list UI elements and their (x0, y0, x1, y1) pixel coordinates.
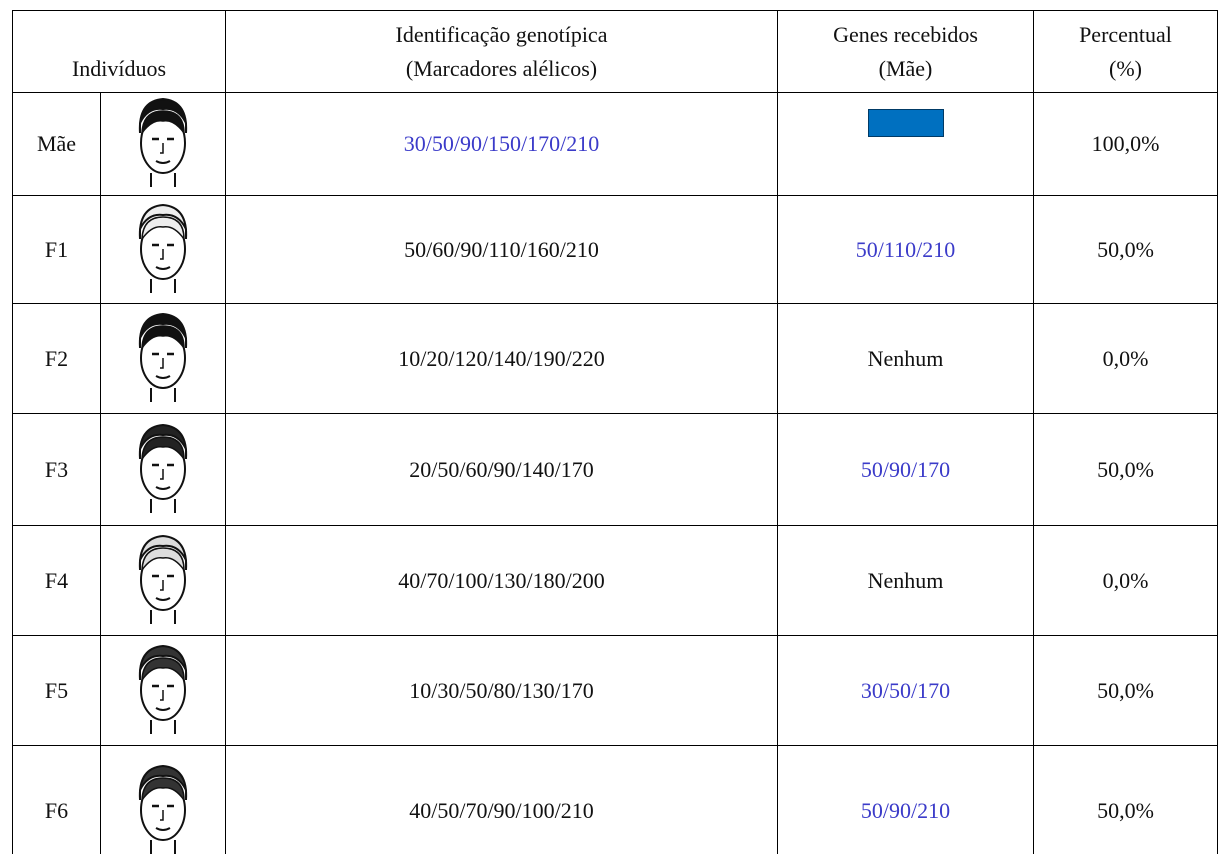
header-cell: Indivíduos (12, 10, 226, 93)
portrait-cell (100, 195, 226, 304)
genes-received-cell: 50/90/170 (777, 413, 1034, 526)
individual-name: F3 (12, 413, 101, 526)
header-cell: Genes recebidos (Mãe) (777, 10, 1034, 93)
individual-name: F5 (12, 635, 101, 746)
genotype: 10/30/50/80/130/170 (225, 635, 778, 746)
individual-name: F1 (12, 195, 101, 304)
portrait-cell (100, 635, 226, 746)
genes-received: Nenhum (867, 345, 944, 371)
genes-received-cell: Nenhum (777, 303, 1034, 414)
header-text: (Mãe) (878, 56, 933, 81)
percentage: 50,0% (1033, 413, 1218, 526)
genes-received-cell (777, 92, 1034, 196)
table-row: F2 10/20/120/140/190/220 Nenhum 0,0% (12, 303, 1218, 414)
header-text: Identificação genotípica (395, 22, 608, 47)
genotype-table: Indivíduos Identificação genotípica (Marc… (12, 10, 1218, 854)
portrait-cell (100, 413, 226, 526)
individual-name: Mãe (12, 92, 101, 196)
genes-received: 50/90/170 (860, 456, 951, 482)
portrait-cell (100, 525, 226, 636)
mother-marker (867, 109, 944, 137)
percentage: 0,0% (1033, 525, 1218, 636)
individual-name: F6 (12, 745, 101, 854)
genes-received: 50/90/210 (860, 797, 951, 823)
portrait (138, 534, 188, 624)
percentage: 50,0% (1033, 745, 1218, 854)
genes-received-cell: 50/110/210 (777, 195, 1034, 304)
table-row: F3 20/50/60/90/140/170 50/90/170 50,0% (12, 413, 1218, 526)
header-row: Indivíduos Identificação genotípica (Marc… (12, 10, 1218, 93)
portrait (138, 764, 188, 854)
table-row: Mãe 30/50/90/150/170/210 100,0% (12, 92, 1218, 196)
genotype: 40/50/70/90/100/210 (225, 745, 778, 854)
genotype: 40/70/100/130/180/200 (225, 525, 778, 636)
portrait-cell (100, 745, 226, 854)
individual-name: F2 (12, 303, 101, 414)
genes-received-cell: 50/90/210 (777, 745, 1034, 854)
percentage: 50,0% (1033, 195, 1218, 304)
header-text: (Marcadores alélicos) (405, 56, 598, 81)
table-row: F6 40/50/70/90/100/210 50/90/210 50,0% (12, 745, 1218, 854)
portrait (138, 644, 188, 734)
table-body: Mãe 30/50/90/150/170/210 100,0% F1 50/60/9… (12, 92, 1218, 854)
genes-received-cell: Nenhum (777, 525, 1034, 636)
genotype: 30/50/90/150/170/210 (225, 92, 778, 196)
genotype: 10/20/120/140/190/220 (225, 303, 778, 414)
portrait (138, 203, 188, 293)
header-cell: Identificação genotípica (Marcadores alél… (225, 10, 778, 93)
table-row: F4 40/70/100/130/180/200 Nenhum 0,0% (12, 525, 1218, 636)
percentage: 0,0% (1033, 303, 1218, 414)
genotype: 50/60/90/110/160/210 (225, 195, 778, 304)
table-row: F5 10/30/50/80/130/170 30/50/170 50,0% (12, 635, 1218, 746)
individual-name: F4 (12, 525, 101, 636)
header-text: Indivíduos (71, 56, 167, 81)
header-cell: Percentual (%) (1033, 10, 1218, 93)
portrait-cell (100, 303, 226, 414)
genes-received: 30/50/170 (860, 677, 951, 703)
portrait (138, 97, 188, 187)
header-text: Genes recebidos (833, 22, 978, 47)
genes-received-cell: 30/50/170 (777, 635, 1034, 746)
percentage: 100,0% (1033, 92, 1218, 196)
header-text: (%) (1109, 56, 1142, 81)
portrait (138, 312, 188, 402)
header-text: Percentual (1079, 22, 1172, 47)
portrait-cell (100, 92, 226, 196)
genes-received: 50/110/210 (855, 236, 956, 262)
percentage: 50,0% (1033, 635, 1218, 746)
genotype: 20/50/60/90/140/170 (225, 413, 778, 526)
portrait (138, 423, 188, 513)
genes-received: Nenhum (867, 567, 944, 593)
table-row: F1 50/60/90/110/160/210 50/110/210 50,0% (12, 195, 1218, 304)
